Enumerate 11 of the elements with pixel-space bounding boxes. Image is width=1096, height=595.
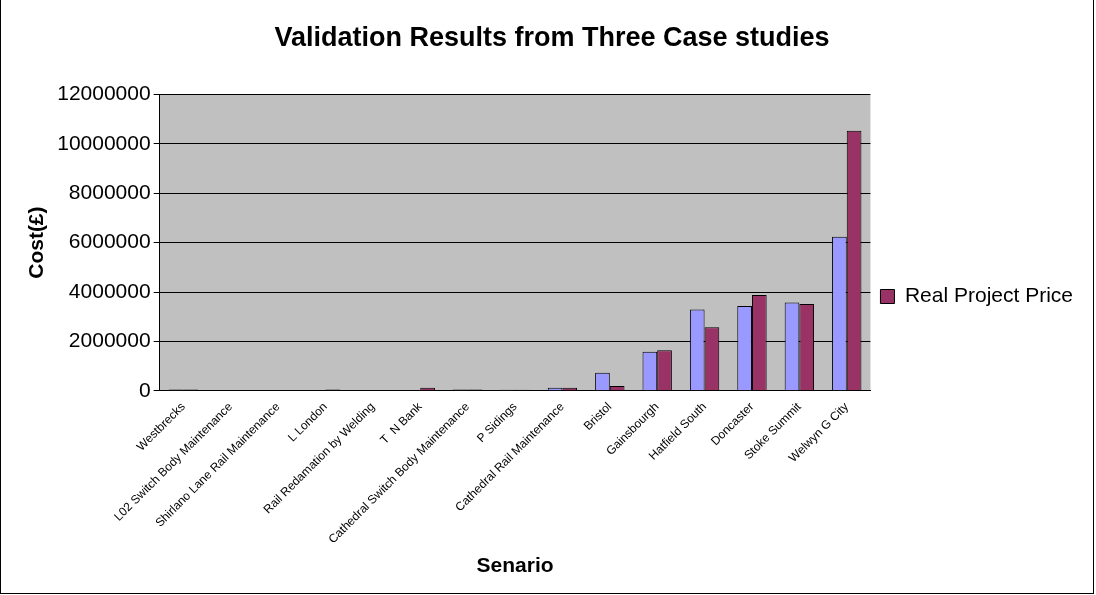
y-tick-label: 10000000 xyxy=(57,130,151,154)
x-axis-title: Senario xyxy=(476,553,554,577)
y-axis-title: Cost(£) xyxy=(24,206,48,279)
y-tick-label: 8000000 xyxy=(68,180,151,204)
legend-label: Real Project Price xyxy=(904,283,1073,307)
y-tick-label: 4000000 xyxy=(68,278,151,302)
y-tick-label: 0 xyxy=(138,377,151,401)
y-tick-label: 6000000 xyxy=(68,229,151,253)
y-tick-label: 12000000 xyxy=(57,81,151,105)
chart-title: Validation Results from Three Case studies xyxy=(274,21,830,52)
y-tick-label: 2000000 xyxy=(68,328,151,352)
